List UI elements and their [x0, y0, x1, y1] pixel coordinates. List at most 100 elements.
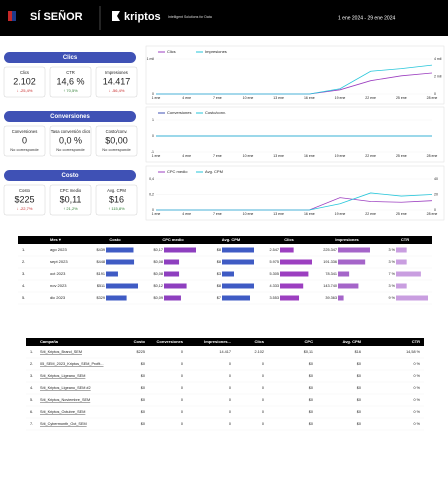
cell-text: Síti_Kriptos_Noviembre_SEM — [40, 398, 90, 402]
cell-value: $0,09 — [153, 296, 163, 300]
cell-bar — [280, 295, 300, 301]
cell-value: 7 % — [388, 272, 395, 276]
legend-label: Impresiones — [205, 49, 227, 54]
cell-bar — [106, 283, 138, 289]
kpi-label: Impresiones — [105, 70, 128, 75]
cell-value: 39.363 — [325, 296, 337, 300]
x-tick-label: 28 ene — [427, 212, 438, 216]
x-tick-label: 28 ene — [427, 96, 438, 100]
x-tick-label: 4 ene — [182, 96, 191, 100]
kpi-label: CPC medio — [60, 188, 82, 193]
cell-value: $439 — [97, 248, 105, 252]
cell-text: $0 — [357, 398, 361, 402]
cell-text: 0 — [181, 422, 183, 426]
kpi-label: Costo/conv. — [106, 129, 128, 134]
cell-text: 1. — [30, 350, 33, 354]
series-line — [156, 192, 433, 211]
cell-text: 3. — [30, 374, 33, 378]
kriptos-tagline: Intelligent Solutions for Data — [168, 15, 212, 19]
kpi-delta: ↑ 21,2% — [63, 206, 78, 211]
kpi-label: Clics — [20, 70, 29, 75]
cell-text: 0 — [262, 362, 264, 366]
kpi-label: CTR — [66, 70, 75, 75]
cell-text: 0 — [262, 410, 264, 414]
x-tick-label: 25 ene — [396, 154, 407, 158]
cell-bar — [164, 259, 180, 265]
x-tick-label: 13 ene — [273, 154, 284, 158]
table-header — [26, 338, 424, 346]
cell-text: 0 — [229, 374, 231, 378]
cell-text: 0 — [229, 410, 231, 414]
cell-value: $0,08 — [153, 272, 163, 276]
cell-text: 6. — [30, 410, 33, 414]
cell-bar — [396, 271, 421, 277]
cell-value: 3 % — [388, 284, 395, 288]
y-tick-label: 0 — [152, 134, 154, 138]
cell-bar — [222, 271, 234, 277]
cell-value: $191 — [97, 272, 105, 276]
cell-value: $329 — [97, 296, 105, 300]
kpi-delta: ↑ 115,8% — [108, 206, 125, 211]
kriptos-logo: kriptos — [124, 11, 161, 23]
cell-text: 2. — [30, 362, 33, 366]
kpi-delta: No corresponde — [102, 147, 131, 152]
cell-text: 2.102 — [254, 350, 264, 354]
cell-text: Síti_Kriptos_Ligeano_SEM — [40, 374, 85, 378]
x-tick-label: 7 ene — [213, 96, 222, 100]
row-month: ago 2023 — [50, 247, 67, 252]
y2-tick-label: 4 mil — [434, 57, 442, 61]
kpi-card — [95, 66, 138, 98]
kpi-value: $225 — [14, 194, 34, 204]
x-tick-label: 7 ene — [213, 154, 222, 158]
row-month: nov 2023 — [50, 283, 67, 288]
cell-value: 3 % — [388, 248, 395, 252]
cell-text: 0 — [229, 422, 231, 426]
x-tick-label: 28 ene — [427, 154, 438, 158]
column-header: Mes ▾ — [50, 237, 62, 242]
cell-value: $0,17 — [153, 248, 163, 252]
cell-text: $0 — [141, 422, 145, 426]
kpi-value: $0,00 — [105, 135, 128, 145]
legend-label: Clics — [167, 49, 176, 54]
row-month: oct 2023 — [50, 271, 66, 276]
row-month: dic 2023 — [50, 295, 66, 300]
kpi-label: Costo — [19, 188, 31, 193]
date-range: 1 ene 2024 - 29 ene 2024 — [338, 15, 395, 21]
kpi-value: 2.102 — [13, 76, 36, 86]
cell-text: 0 % — [413, 386, 420, 390]
cell-text: Síti_Kriptos_Octubre_SEM — [40, 410, 85, 414]
cell-text: $0 — [141, 362, 145, 366]
cell-bar — [106, 295, 127, 301]
cell-bar — [338, 271, 350, 277]
column-header: Clics — [254, 339, 264, 344]
cell-bar — [222, 283, 254, 289]
cell-text: 0 % — [413, 398, 420, 402]
cell-value: 191.336 — [323, 260, 337, 264]
cell-bar — [280, 271, 309, 277]
cell-bar — [164, 247, 196, 253]
y2-tick-label: 2 mil — [434, 74, 442, 78]
kpi-delta: ↓ -56,4% — [109, 88, 125, 93]
kpi-label: Conversiones — [12, 129, 38, 134]
cell-text: 14,58 % — [406, 350, 421, 354]
cell-text: 0 — [229, 398, 231, 402]
kpi-value: 0,0 % — [59, 135, 82, 145]
cell-value: 3 % — [388, 260, 395, 264]
column-header: Avg. CPM — [342, 339, 361, 344]
kpi-value: $0,11 — [60, 194, 82, 204]
cell-text: $0 — [309, 374, 313, 378]
cell-value: $8 — [217, 284, 221, 288]
cell-value: 143.740 — [323, 284, 337, 288]
cell-value: $448 — [97, 260, 105, 264]
y2-tick-label: 0 — [434, 208, 436, 212]
column-header: CPC medio — [162, 237, 184, 242]
y-tick-label: 0 — [152, 92, 154, 96]
cell-text: 0 — [181, 398, 183, 402]
cell-text: $0 — [309, 362, 313, 366]
cell-bar — [222, 295, 250, 301]
cell-bar — [164, 271, 180, 277]
cell-text: 5. — [30, 398, 33, 402]
kpi-delta: ↓ -25,4% — [17, 88, 33, 93]
section-header — [4, 111, 136, 122]
